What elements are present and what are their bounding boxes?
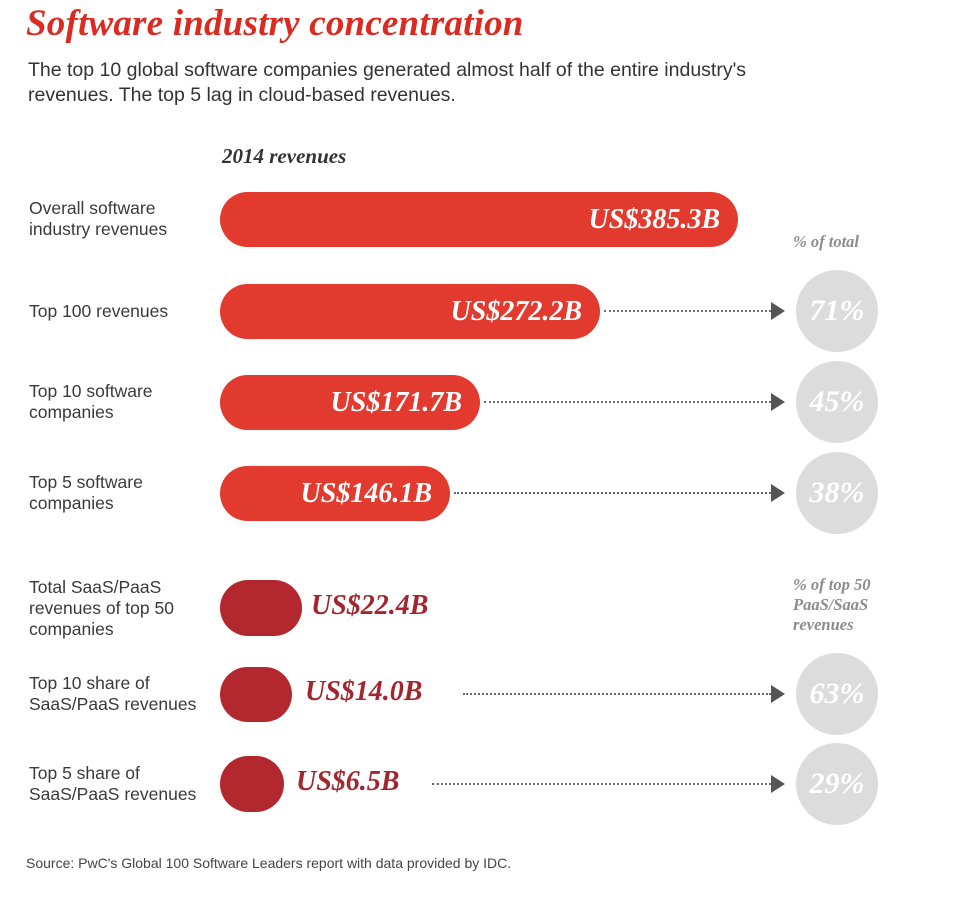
bar-2: US$272.2B (220, 284, 600, 339)
saas-bar-value-1: US$22.4B (311, 590, 429, 621)
saas-connector-2 (463, 693, 771, 695)
saas-bar-2 (220, 666, 292, 722)
saas-bar-value-3: US$6.5B (296, 766, 400, 797)
section-label: 2014 revenues (222, 144, 347, 168)
saas-arrow-2 (771, 685, 785, 703)
share-value-4: 38% (809, 476, 865, 509)
saas-bar-3 (220, 756, 284, 812)
saas-share-circle-3: 29% (796, 743, 878, 825)
bar-3: US$171.7B (220, 375, 480, 430)
share-header-total: % of total (793, 232, 859, 251)
saas-connector-3 (432, 783, 771, 785)
share-value-2: 71% (809, 294, 865, 327)
saas-row-label-3: Top 5 share of SaaS/PaaS revenues (29, 763, 197, 804)
arrow-2 (771, 302, 785, 320)
saas-row-label-2: Top 10 share of SaaS/PaaS revenues (29, 673, 197, 714)
bar-value-1: US$385.3B (588, 203, 720, 235)
share-header-saas: % of top 50 PaaS/SaaS revenues (793, 575, 871, 634)
bar-value-2: US$272.2B (450, 295, 582, 327)
row-label-2: Top 100 revenues (29, 300, 169, 321)
saas-row-label-1: Total SaaS/PaaS revenues of top 50 compa… (29, 576, 174, 639)
bar-4: US$146.1B (220, 466, 450, 521)
arrow-3 (771, 393, 785, 411)
share-circle-2: 71% (796, 270, 878, 352)
connector-4 (454, 492, 771, 494)
bar-1: US$385.3B (220, 192, 738, 247)
bar-value-3: US$171.7B (330, 386, 462, 418)
chart-title: Software industry concentration (26, 3, 524, 44)
arrow-4 (771, 484, 785, 502)
row-label-3: Top 10 software companies (29, 381, 153, 422)
row-label-4: Top 5 software companies (29, 472, 143, 513)
saas-share-circle-2: 63% (796, 653, 878, 735)
saas-share-value-2: 63% (809, 677, 865, 710)
chart-subtitle: The top 10 global software companies gen… (28, 59, 747, 106)
saas-bar-value-2: US$14.0B (305, 676, 423, 707)
share-value-3: 45% (809, 385, 865, 418)
source-note: Source: PwC's Global 100 Software Leader… (26, 855, 512, 871)
saas-bar-1 (220, 580, 302, 636)
saas-arrow-3 (771, 775, 785, 793)
connector-2 (604, 310, 771, 312)
bar-value-4: US$146.1B (300, 477, 432, 509)
row-label-1: Overall software industry revenues (29, 198, 168, 239)
share-circle-4: 38% (796, 452, 878, 534)
saas-share-value-3: 29% (809, 767, 865, 800)
share-circle-3: 45% (796, 361, 878, 443)
connector-3 (484, 401, 771, 403)
